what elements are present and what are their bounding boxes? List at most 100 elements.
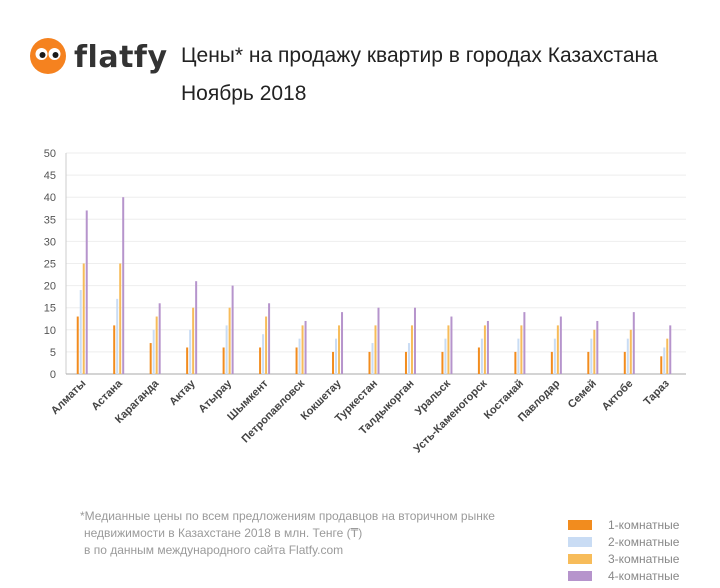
bar-4-2 <box>228 307 231 374</box>
bar-10-0 <box>441 351 444 374</box>
bar-11-0 <box>477 347 480 374</box>
bar-9-2 <box>410 325 413 374</box>
bar-13-0 <box>550 351 553 374</box>
bar-7-3 <box>341 312 344 374</box>
bar-5-2 <box>265 316 268 374</box>
bar-3-0 <box>186 347 189 374</box>
bar-0-1 <box>79 290 82 374</box>
bar-14-1 <box>590 338 593 374</box>
bar-7-2 <box>338 325 341 374</box>
chart-legend: 1-комнатные 2-комнатные 3-комнатные 4-ко… <box>568 518 718 586</box>
legend-item-3room: 3-комнатные <box>568 552 718 569</box>
bar-16-0 <box>660 356 663 374</box>
x-tick-label: Усть-Каменогорск <box>412 377 490 455</box>
bar-16-2 <box>666 338 669 374</box>
bar-4-3 <box>231 285 234 374</box>
y-tick-label: 25 <box>44 259 56 271</box>
legend-label: 2-комнатные <box>608 535 680 549</box>
footnote-line-1: *Медианные цены по всем предложениям про… <box>80 509 495 523</box>
bar-14-2 <box>593 329 596 374</box>
bar-10-2 <box>447 325 450 374</box>
bar-4-0 <box>222 347 225 374</box>
y-tick-label: 5 <box>50 347 56 359</box>
bar-8-3 <box>377 307 380 374</box>
bar-1-0 <box>113 325 116 374</box>
bar-11-3 <box>486 320 489 374</box>
y-tick-label: 20 <box>44 281 56 293</box>
legend-swatch <box>568 554 592 564</box>
bar-3-3 <box>195 281 198 374</box>
bar-14-3 <box>596 320 599 374</box>
bar-0-3 <box>85 210 88 374</box>
bar-5-3 <box>268 303 271 374</box>
bar-9-3 <box>413 307 416 374</box>
bar-13-3 <box>559 316 562 374</box>
bar-12-1 <box>517 338 520 374</box>
bar-3-2 <box>192 307 195 374</box>
bar-6-1 <box>298 338 301 374</box>
legend-label: 3-комнатные <box>608 552 680 566</box>
legend-swatch <box>568 571 592 581</box>
x-tick-label: Актобе <box>600 378 636 414</box>
bar-15-3 <box>632 312 635 374</box>
y-tick-label: 50 <box>44 148 56 160</box>
bar-15-0 <box>623 351 626 374</box>
bar-8-2 <box>374 325 377 374</box>
bar-2-2 <box>155 316 158 374</box>
bar-15-2 <box>629 329 632 374</box>
bar-7-0 <box>332 351 335 374</box>
bar-9-0 <box>404 351 407 374</box>
footnote-line-2: недвижимости в Казахстане 2018 в млн. Те… <box>84 526 363 540</box>
bar-14-0 <box>587 351 590 374</box>
bar-2-3 <box>158 303 161 374</box>
owl-eyes-icon <box>30 38 66 74</box>
legend-item-2room: 2-комнатные <box>568 535 718 552</box>
bar-15-1 <box>626 338 629 374</box>
legend-swatch <box>568 537 592 547</box>
bar-10-1 <box>444 338 447 374</box>
bar-8-0 <box>368 351 371 374</box>
y-tick-label: 45 <box>44 170 56 182</box>
footnote: *Медианные цены по всем предложениям про… <box>80 508 495 559</box>
legend-item-4room: 4-комнатные <box>568 569 718 586</box>
bar-9-1 <box>407 343 410 374</box>
x-tick-label: Петропавловск <box>239 377 307 445</box>
bar-12-2 <box>520 325 523 374</box>
bar-6-0 <box>295 347 298 374</box>
bar-2-0 <box>149 343 152 374</box>
x-tick-label: Семей <box>566 378 599 411</box>
y-tick-label: 15 <box>44 303 56 315</box>
x-tick-label: Актау <box>167 377 198 408</box>
bar-11-1 <box>480 338 483 374</box>
bar-3-1 <box>189 329 192 374</box>
bar-4-1 <box>225 325 228 374</box>
y-tick-label: 30 <box>44 236 56 248</box>
bar-1-2 <box>119 263 122 374</box>
bar-12-0 <box>514 351 517 374</box>
bar-13-2 <box>556 325 559 374</box>
bar-7-1 <box>335 338 338 374</box>
brand-name: flatfy <box>74 40 168 75</box>
bar-0-2 <box>82 263 85 374</box>
bar-12-3 <box>523 312 526 374</box>
bar-1-3 <box>122 197 125 374</box>
bar-5-1 <box>262 334 265 374</box>
x-tick-label: Астана <box>89 377 125 413</box>
bar-10-3 <box>450 316 453 374</box>
bar-8-1 <box>371 343 374 374</box>
y-tick-label: 35 <box>44 214 56 226</box>
bar-6-2 <box>301 325 304 374</box>
bar-16-1 <box>663 347 666 374</box>
bar-0-0 <box>76 316 79 374</box>
y-tick-label: 10 <box>44 325 56 337</box>
bar-6-3 <box>304 320 307 374</box>
legend-label: 4-комнатные <box>608 569 680 583</box>
bar-16-3 <box>669 325 672 374</box>
legend-swatch <box>568 520 592 530</box>
chart-subtitle: Ноябрь 2018 <box>181 82 307 105</box>
legend-label: 1-комнатные <box>608 518 680 532</box>
bar-13-1 <box>553 338 556 374</box>
bar-5-0 <box>259 347 262 374</box>
footnote-line-3: в по данным международного сайта Flatfy.… <box>84 543 344 557</box>
